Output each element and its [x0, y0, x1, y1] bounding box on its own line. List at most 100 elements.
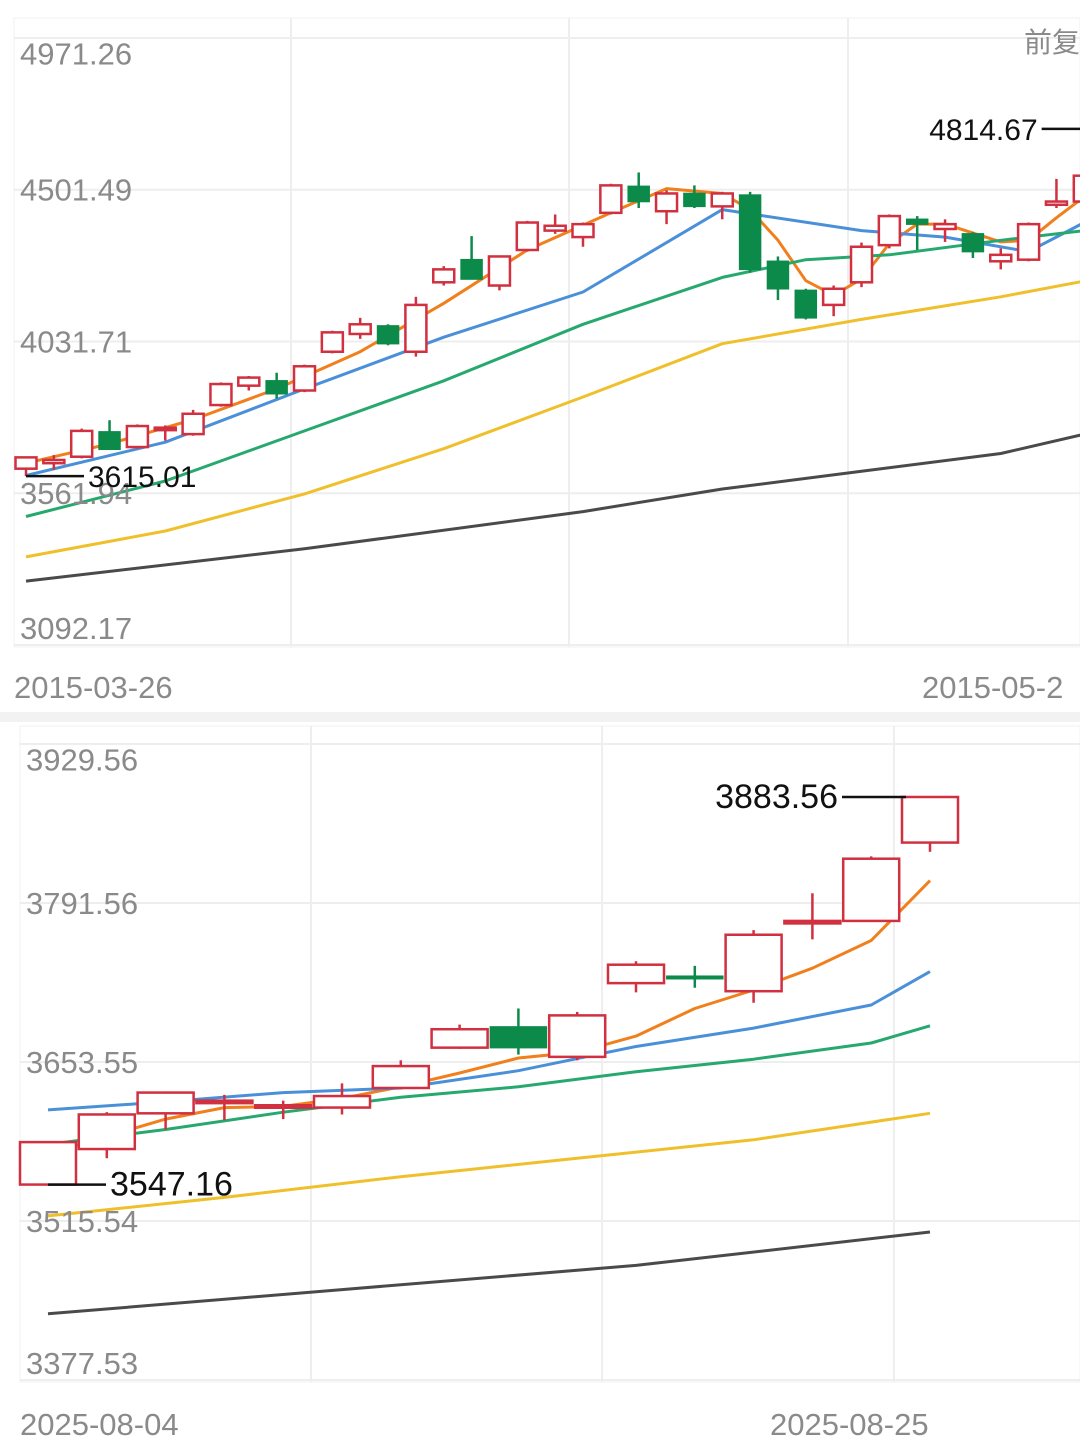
ma10-line	[47, 970, 931, 1112]
candle[interactable]	[766, 256, 790, 301]
candle-body	[766, 260, 790, 290]
candle[interactable]	[571, 222, 595, 247]
candle[interactable]	[376, 324, 400, 346]
y-tick-label: 3515.54	[26, 1204, 138, 1239]
candle-body	[989, 253, 1013, 263]
candle[interactable]	[1072, 174, 1080, 203]
ma20-line	[47, 1024, 931, 1146]
chart-panel-2025[interactable]: 3929.56 3791.56 3653.55 3515.54 3377.53 2025-…	[0, 720, 1080, 1440]
candle[interactable]	[1044, 178, 1069, 208]
x-tick-label: 2015-05-2	[922, 670, 1063, 705]
candle[interactable]	[371, 1060, 431, 1090]
y-tick-label: 3561.94	[20, 476, 132, 511]
candle[interactable]	[209, 382, 233, 407]
candle[interactable]	[606, 961, 666, 993]
candle-body	[627, 185, 650, 203]
chart-panel-2015[interactable]: 4971.26 4501.49 4031.71 3561.94 3092.17 2015-…	[0, 0, 1080, 714]
candle[interactable]	[877, 214, 902, 249]
candle-body	[1044, 200, 1069, 207]
candle[interactable]	[666, 965, 724, 988]
candle[interactable]	[18, 1140, 78, 1186]
candlestick-chart-2015[interactable]: 4971.26 4501.49 4031.71 3561.94 3092.17 2015-…	[0, 0, 1080, 714]
candle-body	[376, 325, 400, 345]
candle[interactable]	[432, 266, 456, 286]
candle[interactable]	[195, 1094, 254, 1121]
x-tick-label: 2025-08-25	[770, 1407, 929, 1440]
candle[interactable]	[430, 1024, 489, 1049]
candle[interactable]	[543, 214, 567, 234]
candle[interactable]	[348, 317, 372, 339]
candle-body	[547, 1014, 607, 1059]
candle[interactable]	[125, 424, 150, 449]
candle[interactable]	[69, 428, 94, 459]
candle[interactable]	[547, 1011, 607, 1061]
candle-body	[348, 323, 372, 336]
candle[interactable]	[989, 248, 1013, 270]
candle-body	[181, 412, 205, 436]
candle[interactable]	[404, 296, 428, 357]
candle[interactable]	[900, 795, 960, 852]
candle[interactable]	[1016, 222, 1041, 262]
candle-body	[125, 424, 150, 449]
candle[interactable]	[905, 216, 929, 250]
y-tick-label: 3092.17	[20, 611, 132, 646]
candle[interactable]	[237, 375, 261, 391]
candle[interactable]	[489, 1008, 548, 1055]
candle[interactable]	[627, 172, 650, 208]
candle-body	[821, 287, 846, 307]
candle[interactable]	[292, 364, 317, 393]
candle[interactable]	[821, 285, 846, 317]
candle[interactable]	[320, 330, 345, 354]
ma120-line	[25, 433, 1080, 583]
panel-divider	[0, 712, 1080, 722]
candle[interactable]	[783, 893, 842, 940]
candle[interactable]	[487, 255, 512, 291]
high-marker-label: 3883.56	[715, 778, 838, 816]
candle[interactable]	[515, 220, 540, 252]
candle[interactable]	[136, 1091, 195, 1130]
candle[interactable]	[14, 456, 38, 477]
candle-body	[794, 289, 818, 319]
candle[interactable]	[98, 420, 121, 451]
y-tick-label: 4031.71	[20, 324, 132, 359]
candle[interactable]	[265, 372, 288, 399]
candle[interactable]	[724, 930, 783, 1003]
candle[interactable]	[77, 1112, 137, 1159]
candle[interactable]	[312, 1083, 372, 1115]
candle-body	[1016, 222, 1041, 261]
candle[interactable]	[794, 288, 818, 320]
candle-body	[195, 1099, 254, 1105]
ma20-line	[25, 229, 1080, 518]
candle[interactable]	[153, 425, 177, 441]
ma5-line	[25, 187, 1080, 465]
candle[interactable]	[42, 455, 66, 470]
candle[interactable]	[710, 191, 734, 220]
candle-body	[77, 1113, 137, 1151]
candle[interactable]	[849, 242, 874, 288]
candle-body	[265, 380, 288, 395]
candle[interactable]	[654, 190, 679, 225]
candle[interactable]	[841, 856, 901, 923]
candle[interactable]	[181, 409, 205, 436]
candle[interactable]	[599, 183, 623, 215]
candle-body	[606, 963, 666, 985]
candle-body	[432, 268, 456, 284]
candle-body	[153, 426, 177, 432]
candle-body	[371, 1064, 431, 1090]
y-tick-label: 3653.55	[26, 1045, 138, 1080]
ma60-line	[25, 280, 1080, 559]
candle[interactable]	[961, 232, 985, 259]
ma5-line	[47, 879, 932, 1156]
candle-body	[666, 975, 724, 980]
candlestick-chart-2025[interactable]: 3929.56 3791.56 3653.55 3515.54 3377.53 2025-…	[0, 720, 1080, 1440]
candle[interactable]	[683, 185, 706, 208]
candle-body	[1072, 174, 1080, 203]
candle-body	[404, 303, 428, 353]
candle[interactable]	[460, 236, 483, 280]
candle-body	[841, 857, 901, 923]
candle-body	[460, 258, 483, 280]
candle[interactable]	[253, 1100, 313, 1120]
y-tick-label: 4501.49	[20, 173, 132, 208]
candle[interactable]	[738, 191, 762, 273]
candle[interactable]	[933, 219, 957, 242]
